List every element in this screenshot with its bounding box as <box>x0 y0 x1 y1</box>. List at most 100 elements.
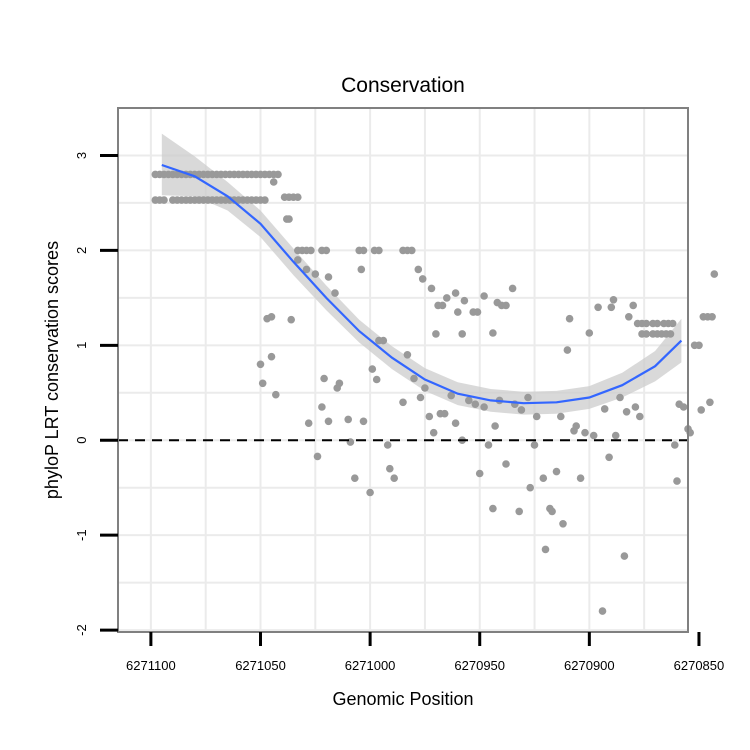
data-point <box>563 346 572 354</box>
data-point <box>480 292 488 300</box>
data-point <box>508 284 517 293</box>
data-point <box>530 441 539 449</box>
data-point <box>261 196 269 204</box>
data-point <box>695 341 703 350</box>
data-point <box>502 460 510 468</box>
data-point <box>620 552 629 560</box>
data-point <box>263 314 271 323</box>
data-point <box>605 453 613 462</box>
data-point <box>679 403 688 411</box>
data-point <box>379 336 388 345</box>
data-point <box>480 403 488 411</box>
x-tick-label: 6271000 <box>345 658 396 673</box>
data-point <box>548 507 556 516</box>
data-point <box>160 196 168 204</box>
x-tick-label: 6270950 <box>454 658 505 673</box>
data-point <box>418 275 427 283</box>
data-point <box>611 431 620 440</box>
data-point <box>357 265 366 274</box>
data-point <box>609 296 618 304</box>
data-point <box>642 330 651 338</box>
confidence-ribbon <box>161 133 682 415</box>
data-point <box>636 412 644 421</box>
data-point <box>383 441 392 449</box>
data-point <box>421 384 429 392</box>
data-point <box>517 406 526 414</box>
y-tick-label: 0 <box>74 437 89 444</box>
data-point <box>324 417 333 426</box>
axes: 6271100 6271050 6271000 6270950 6270900 62708… <box>74 152 724 673</box>
data-point <box>622 408 631 416</box>
data-point <box>475 469 484 478</box>
data-point <box>473 308 482 316</box>
data-point <box>585 329 594 337</box>
data-point <box>366 488 374 497</box>
x-axis-title: Genomic Position <box>332 689 473 709</box>
data-point <box>515 507 523 516</box>
y-tick-label: 2 <box>74 247 89 254</box>
y-tick-label: 1 <box>74 342 89 349</box>
data-point <box>484 441 493 449</box>
data-point <box>607 303 616 312</box>
data-point <box>274 170 282 179</box>
data-point <box>616 393 624 402</box>
data-point <box>408 246 416 255</box>
data-point <box>629 301 637 310</box>
data-point <box>438 301 447 310</box>
data-point <box>710 270 719 278</box>
data-point <box>359 246 368 255</box>
data-point <box>258 379 267 388</box>
data-point <box>541 545 550 554</box>
data-point <box>302 265 311 274</box>
data-point <box>283 215 291 223</box>
data-point <box>489 504 497 513</box>
data-point <box>708 313 716 321</box>
data-point <box>572 422 580 430</box>
data-point <box>447 391 456 400</box>
data-point <box>267 352 276 361</box>
data-point <box>673 477 681 485</box>
data-point <box>576 474 585 483</box>
x-tick-label: 6270900 <box>564 658 615 673</box>
data-point <box>307 246 315 255</box>
data-point <box>631 403 640 411</box>
data-point <box>666 330 675 338</box>
data-point <box>559 520 567 528</box>
data-point <box>331 289 339 297</box>
fit-line-layer <box>161 163 683 405</box>
data-point <box>440 409 449 418</box>
data-point <box>491 422 499 430</box>
data-point <box>526 483 534 492</box>
data-point <box>359 417 368 426</box>
data-point <box>386 464 394 473</box>
data-point <box>372 375 381 384</box>
data-point <box>294 193 302 201</box>
data-point <box>653 319 662 328</box>
data-point <box>272 390 280 399</box>
data-point <box>451 289 460 297</box>
fit-line <box>161 163 683 405</box>
data-point <box>403 351 412 359</box>
data-point <box>443 294 451 302</box>
data-point <box>335 379 344 388</box>
data-point <box>351 474 359 483</box>
data-point <box>532 412 541 421</box>
x-tick-label: 6270850 <box>674 658 725 673</box>
data-point <box>502 301 510 310</box>
data-point <box>589 431 598 440</box>
data-point <box>432 330 440 338</box>
data-point <box>557 412 565 421</box>
data-point <box>344 415 353 424</box>
data-point <box>598 607 607 615</box>
panel-border <box>117 107 689 633</box>
y-tick-label: 3 <box>74 152 89 159</box>
data-point <box>489 329 497 337</box>
y-tick-label: -1 <box>74 529 89 541</box>
data-point <box>313 452 322 461</box>
x-tick-label: 6271050 <box>235 658 286 673</box>
data-point <box>539 474 548 483</box>
data-point <box>671 441 679 449</box>
y-tick-label: -2 <box>74 624 89 636</box>
data-point <box>410 374 418 383</box>
